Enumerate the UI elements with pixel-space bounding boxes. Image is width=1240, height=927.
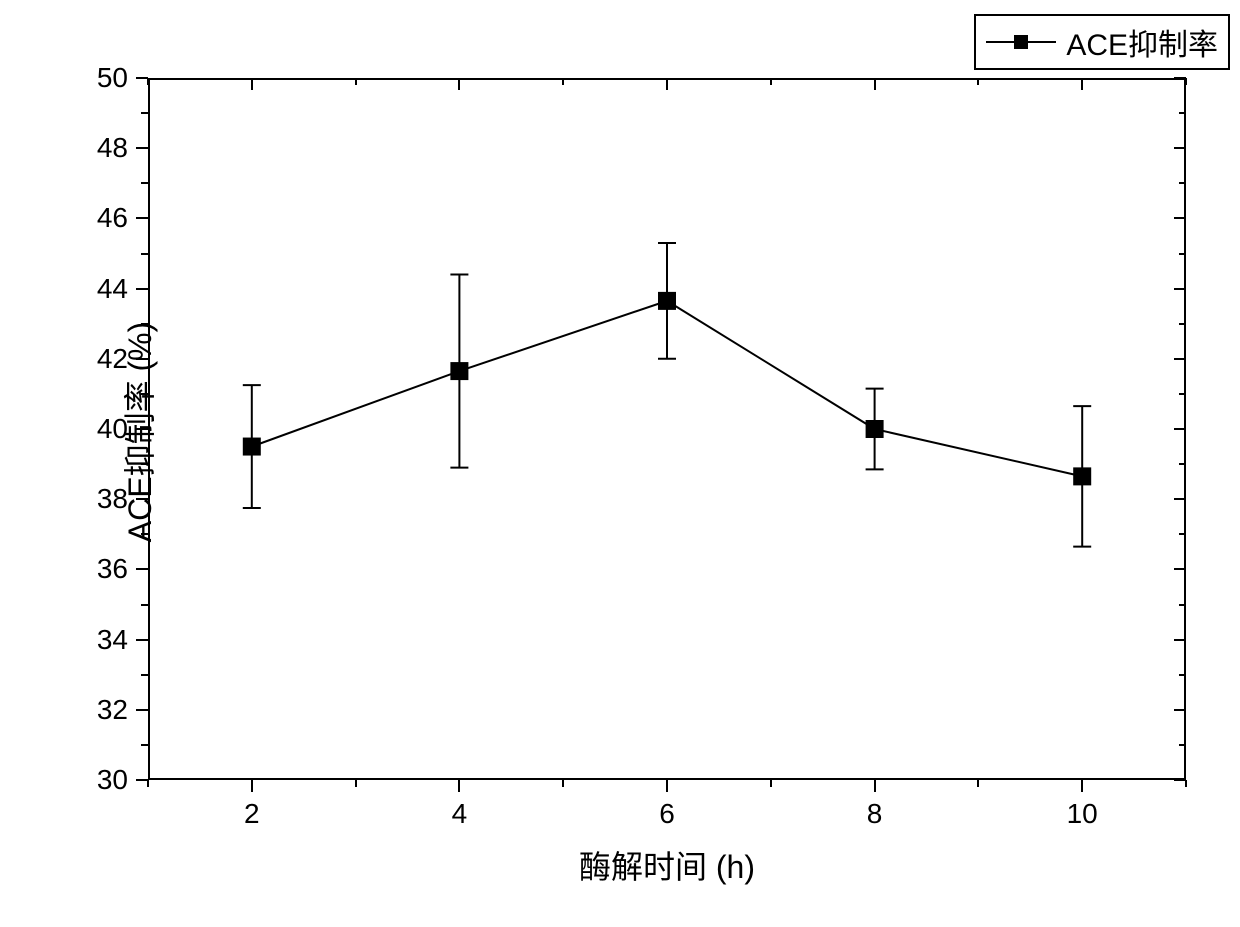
series-marker [658, 292, 676, 310]
legend: ACE抑制率 [974, 14, 1230, 70]
series-marker [450, 362, 468, 380]
y-minor-tick-right [1179, 182, 1186, 184]
y-tick [136, 147, 148, 149]
y-tick-right [1174, 358, 1186, 360]
y-minor-tick-right [1179, 463, 1186, 465]
y-minor-tick-right [1179, 112, 1186, 114]
y-tick-label: 48 [78, 132, 128, 164]
x-tick [1081, 780, 1083, 792]
x-minor-tick [977, 780, 979, 787]
y-tick-label: 46 [78, 202, 128, 234]
x-tick [251, 780, 253, 792]
x-tick [666, 780, 668, 792]
y-tick-right [1174, 147, 1186, 149]
y-minor-tick-right [1179, 744, 1186, 746]
y-minor-tick-right [1179, 393, 1186, 395]
y-tick-right [1174, 639, 1186, 641]
legend-label: ACE抑制率 [1066, 20, 1218, 64]
x-minor-tick-top [355, 78, 357, 85]
y-minor-tick [141, 674, 148, 676]
y-tick-label: 30 [78, 764, 128, 796]
y-minor-tick [141, 253, 148, 255]
x-minor-tick-top [1185, 78, 1187, 85]
x-tick-label: 2 [232, 798, 272, 830]
chart-canvas: ACE抑制率 2468103032343638404244464850 酶解时间… [0, 0, 1240, 927]
y-tick [136, 288, 148, 290]
x-tick-top [1081, 78, 1083, 90]
y-tick [136, 779, 148, 781]
y-tick [136, 217, 148, 219]
y-tick-right [1174, 779, 1186, 781]
x-minor-tick [147, 780, 149, 787]
x-minor-tick-top [562, 78, 564, 85]
y-tick-right [1174, 568, 1186, 570]
x-minor-tick [1185, 780, 1187, 787]
y-tick-right [1174, 709, 1186, 711]
y-tick [136, 77, 148, 79]
y-tick-label: 44 [78, 273, 128, 305]
x-minor-tick [770, 780, 772, 787]
y-minor-tick-right [1179, 674, 1186, 676]
plot-area: 2468103032343638404244464850 [148, 78, 1186, 780]
y-tick [136, 568, 148, 570]
y-tick [136, 639, 148, 641]
y-minor-tick-right [1179, 253, 1186, 255]
y-tick-right [1174, 498, 1186, 500]
x-tick [458, 780, 460, 792]
x-tick-top [666, 78, 668, 90]
series-marker [243, 438, 261, 456]
y-minor-tick [141, 604, 148, 606]
legend-marker-icon [1014, 35, 1028, 49]
y-minor-tick [141, 112, 148, 114]
y-axis-title: ACE抑制率 (%) [115, 302, 161, 562]
y-tick [136, 709, 148, 711]
x-minor-tick [562, 780, 564, 787]
x-minor-tick-top [147, 78, 149, 85]
series-marker [866, 420, 884, 438]
x-minor-tick-top [977, 78, 979, 85]
y-tick-label: 32 [78, 694, 128, 726]
y-minor-tick [141, 744, 148, 746]
y-tick-right [1174, 217, 1186, 219]
x-tick-top [458, 78, 460, 90]
y-tick-label: 50 [78, 62, 128, 94]
y-minor-tick-right [1179, 323, 1186, 325]
data-layer [148, 78, 1186, 780]
legend-series-swatch [986, 35, 1056, 49]
x-minor-tick-top [770, 78, 772, 85]
series-marker [1073, 467, 1091, 485]
x-tick-label: 4 [439, 798, 479, 830]
y-tick-label: 34 [78, 624, 128, 656]
x-tick-top [251, 78, 253, 90]
y-minor-tick [141, 182, 148, 184]
y-tick-right [1174, 77, 1186, 79]
x-tick-label: 8 [855, 798, 895, 830]
x-tick-top [874, 78, 876, 90]
x-tick-label: 10 [1062, 798, 1102, 830]
x-minor-tick [355, 780, 357, 787]
y-tick-right [1174, 288, 1186, 290]
y-tick-right [1174, 428, 1186, 430]
x-axis-title: 酶解时间 (h) [567, 842, 767, 888]
x-tick-label: 6 [647, 798, 687, 830]
y-minor-tick-right [1179, 604, 1186, 606]
y-minor-tick-right [1179, 533, 1186, 535]
x-tick [874, 780, 876, 792]
